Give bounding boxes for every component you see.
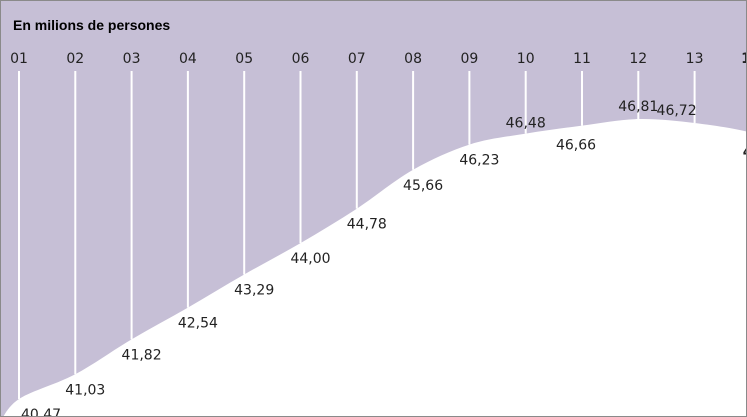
data-label-14: 46,50 bbox=[743, 145, 747, 161]
data-label-03: 41,82 bbox=[122, 347, 162, 363]
tick-label-06: 06 bbox=[292, 51, 310, 67]
data-label-05: 43,29 bbox=[234, 282, 274, 298]
tick-label-12: 12 bbox=[629, 51, 647, 67]
data-label-02: 41,03 bbox=[65, 382, 105, 398]
tick-label-08: 08 bbox=[404, 51, 422, 67]
tick-label-02: 02 bbox=[66, 51, 84, 67]
tick-label-05: 05 bbox=[235, 51, 253, 67]
tick-label-10: 10 bbox=[517, 51, 535, 67]
tick-label-03: 03 bbox=[123, 51, 141, 67]
data-label-10: 46,48 bbox=[506, 116, 546, 132]
tick-label-11: 11 bbox=[573, 51, 591, 67]
data-label-09: 46,23 bbox=[459, 153, 499, 169]
tick-label-04: 04 bbox=[179, 51, 197, 67]
data-label-01: 40,47 bbox=[21, 407, 61, 417]
tick-label-13: 13 bbox=[686, 51, 704, 67]
data-label-13: 46,72 bbox=[657, 103, 697, 119]
tick-label-09: 09 bbox=[460, 51, 478, 67]
tick-label-07: 07 bbox=[348, 51, 366, 67]
data-label-06: 44,00 bbox=[290, 251, 330, 267]
data-label-12: 46,81 bbox=[618, 99, 658, 115]
data-label-07: 44,78 bbox=[347, 217, 387, 233]
data-label-04: 42,54 bbox=[178, 316, 218, 332]
data-label-08: 45,66 bbox=[403, 178, 443, 194]
chart-title: En milions de persones bbox=[13, 17, 171, 33]
tick-label-14: 14 bbox=[741, 51, 747, 67]
data-label-11: 46,66 bbox=[556, 138, 596, 154]
tick-label-01: 01 bbox=[10, 51, 28, 67]
